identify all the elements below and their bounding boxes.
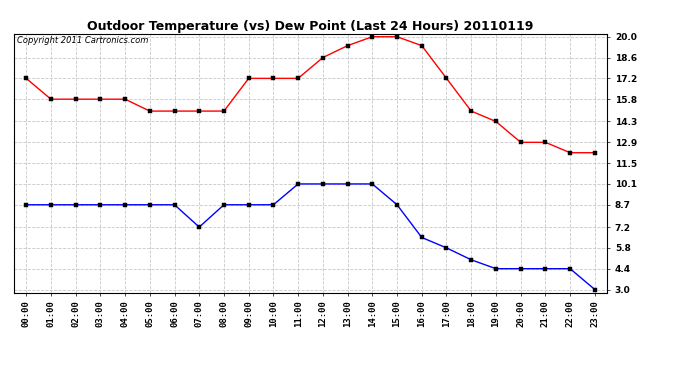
Title: Outdoor Temperature (vs) Dew Point (Last 24 Hours) 20110119: Outdoor Temperature (vs) Dew Point (Last… [88, 20, 533, 33]
Text: Copyright 2011 Cartronics.com: Copyright 2011 Cartronics.com [17, 36, 148, 45]
